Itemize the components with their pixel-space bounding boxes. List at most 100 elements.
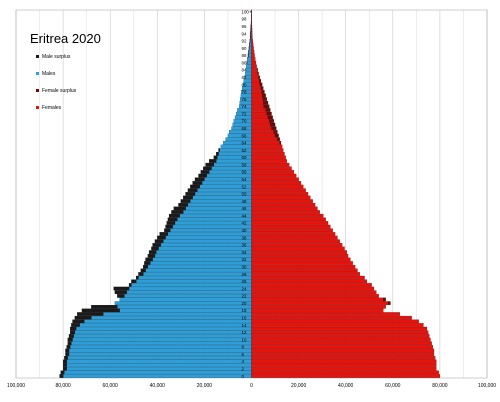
male-bar-age-37	[163, 239, 252, 244]
female-surplus-bar-age-78	[261, 90, 265, 94]
female-bar-age-0	[251, 374, 441, 378]
male-bar-age-86	[246, 60, 252, 65]
legend-label-female-surplus: Female surplus	[42, 88, 77, 94]
female-bar-age-41	[251, 224, 331, 229]
male-bar-age-89	[248, 49, 252, 54]
age-label: 94	[242, 31, 247, 36]
female-bar-age-3	[251, 363, 437, 367]
female-bar-age-19	[251, 305, 386, 309]
female-surplus-bar-age-77	[261, 93, 266, 98]
male-bar-age-87	[247, 57, 252, 61]
male-bar-age-67	[229, 130, 252, 134]
male-bar-age-25	[131, 283, 252, 287]
male-bar-age-29	[145, 268, 252, 273]
female-bar-age-63	[251, 144, 283, 149]
legend-swatch-male-surplus	[36, 55, 39, 58]
chart-title: Eritrea 2020	[30, 31, 101, 46]
male-bar-age-32	[152, 257, 252, 262]
female-bar-age-6	[251, 352, 435, 356]
male-surplus-bar-age-39	[159, 232, 169, 236]
male-bar-age-40	[170, 228, 252, 233]
x-tick-label: 0	[250, 383, 253, 389]
male-surplus-bar-age-57	[203, 166, 212, 171]
female-bar-age-49	[251, 195, 311, 200]
age-label: 74	[242, 104, 247, 109]
female-bar-age-23	[251, 290, 377, 295]
male-bar-age-17	[103, 312, 252, 316]
female-bar-age-56	[251, 170, 295, 174]
male-surplus-bar-age-26	[131, 279, 137, 284]
female-bar-age-46	[251, 206, 318, 211]
age-label: 0	[242, 374, 245, 379]
male-bar-age-63	[220, 144, 252, 149]
age-label: 56	[242, 170, 247, 175]
female-bar-age-67	[251, 130, 274, 134]
male-surplus-bar-age-55	[198, 173, 207, 178]
female-bar-age-18	[251, 308, 384, 313]
male-surplus-bar-age-36	[152, 243, 161, 247]
male-bar-age-88	[248, 53, 252, 58]
age-label: 100+	[242, 9, 252, 14]
age-label: 88	[242, 53, 247, 58]
male-surplus-bar-age-1	[60, 370, 65, 375]
male-surplus-bar-age-41	[165, 224, 173, 229]
age-label: 68	[242, 126, 247, 131]
age-label: 36	[242, 243, 247, 248]
female-bar-age-36	[251, 243, 343, 247]
female-bar-age-38	[251, 235, 338, 240]
female-bar-age-24	[251, 286, 375, 291]
female-bar-age-64	[251, 141, 280, 145]
male-surplus-bar-age-53	[192, 181, 203, 185]
male-bar-age-18	[119, 308, 252, 313]
female-bar-age-51	[251, 188, 306, 193]
bars-layer	[59, 9, 441, 378]
age-label: 76	[242, 97, 247, 102]
male-surplus-bar-age-61	[216, 151, 219, 156]
female-bar-age-86	[251, 60, 257, 65]
female-bar-age-35	[251, 246, 345, 251]
age-label: 40	[242, 228, 247, 233]
male-bar-age-43	[177, 217, 252, 222]
male-bar-age-19	[117, 305, 252, 309]
female-bar-age-52	[251, 184, 304, 189]
male-bar-age-64	[223, 141, 252, 145]
female-bar-age-59	[251, 159, 287, 163]
age-label: 2	[242, 366, 245, 371]
female-surplus-bar-age-70	[269, 119, 274, 123]
male-surplus-bar-age-52	[190, 184, 200, 189]
age-label: 82	[242, 75, 247, 80]
female-bar-age-17	[251, 312, 400, 316]
female-bar-age-72	[251, 111, 267, 116]
x-tick-label: 80,000	[55, 383, 71, 389]
female-bar-age-12	[251, 330, 429, 335]
male-bar-age-36	[160, 243, 252, 247]
age-label: 42	[242, 221, 247, 226]
age-label: 4	[242, 359, 245, 364]
age-labels: 0246810121416182022242628303234363840424…	[242, 9, 252, 378]
female-bar-age-65	[251, 137, 278, 142]
age-label: 72	[242, 111, 247, 116]
female-bar-age-33	[251, 253, 349, 258]
male-surplus-bar-age-38	[157, 235, 166, 240]
female-surplus-bar-age-73	[265, 108, 271, 112]
female-bar-age-85	[251, 64, 257, 69]
age-label: 6	[242, 352, 245, 357]
male-surplus-bar-age-25	[128, 283, 132, 287]
female-bar-age-5	[251, 356, 436, 360]
x-tick-labels: 100,000 80,000 60,000 40,000 20,000 0 20,000 40…	[7, 383, 496, 389]
male-bar-age-15	[84, 319, 252, 324]
male-bar-age-66	[227, 133, 252, 138]
female-bar-age-84	[251, 68, 258, 72]
male-bar-age-13	[75, 326, 252, 331]
female-bar-age-2	[251, 366, 437, 371]
age-label: 54	[242, 177, 247, 182]
male-surplus-bar-age-23	[114, 290, 127, 295]
female-surplus-bar-age-80	[259, 82, 263, 87]
female-surplus-bar-age-75	[263, 100, 269, 105]
male-surplus-bar-age-18	[81, 308, 120, 313]
age-label: 34	[242, 250, 247, 255]
male-bar-age-30	[147, 264, 252, 269]
female-bar-age-48	[251, 199, 313, 203]
age-label: 14	[242, 323, 247, 328]
